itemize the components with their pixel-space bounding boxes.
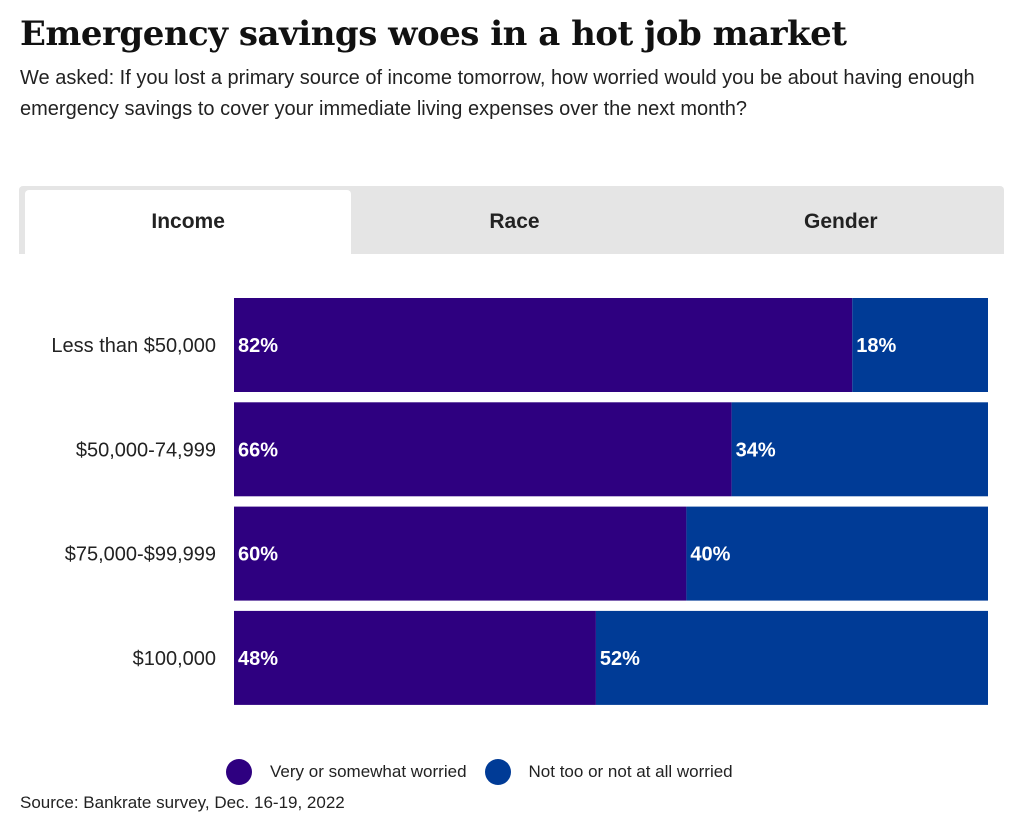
legend-label-not-worried: Not too or not at all worried	[528, 762, 733, 781]
bar-not-too-or-not-at-all-worried-row-3	[686, 506, 988, 601]
data-label-very-or-somewhat-worried-row-2: 66%	[238, 439, 278, 461]
chart-subtitle: We asked: If you lost a primary source o…	[20, 67, 975, 120]
data-label-not-too-or-not-at-all-worried-row-3: 40%	[690, 544, 730, 566]
category-label-row-4: $100,000	[133, 648, 216, 670]
source-note: Source: Bankrate survey, Dec. 16-19, 202…	[20, 793, 345, 812]
legend: Very or somewhat worried Not too or not …	[226, 758, 751, 786]
data-label-not-too-or-not-at-all-worried-row-2: 34%	[736, 439, 776, 461]
legend-item-worried: Very or somewhat worried	[226, 759, 467, 785]
data-label-not-too-or-not-at-all-worried-row-1: 18%	[856, 335, 896, 357]
legend-label-worried: Very or somewhat worried	[270, 762, 467, 781]
bar-very-or-somewhat-worried-row-1	[234, 298, 853, 392]
tab-bar: Income Race Gender	[19, 186, 1004, 254]
bar-very-or-somewhat-worried-row-4	[234, 610, 596, 705]
tab-race[interactable]: Race	[489, 210, 540, 233]
tab-income[interactable]: Income	[25, 190, 352, 254]
bar-not-too-or-not-at-all-worried-row-1	[852, 298, 988, 392]
data-label-very-or-somewhat-worried-row-3: 60%	[238, 544, 278, 566]
category-label-row-3: $75,000-$99,999	[65, 544, 216, 566]
chart-title: Emergency savings woes in a hot job mark…	[20, 14, 847, 54]
data-label-very-or-somewhat-worried-row-1: 82%	[238, 335, 278, 357]
data-label-not-too-or-not-at-all-worried-row-4: 52%	[600, 648, 640, 670]
legend-swatch-not-worried	[484, 759, 511, 785]
bar-not-too-or-not-at-all-worried-row-4	[595, 610, 988, 705]
category-label-row-2: $50,000-74,999	[76, 439, 216, 461]
bar-very-or-somewhat-worried-row-2	[234, 402, 732, 497]
bar-very-or-somewhat-worried-row-3	[234, 506, 687, 601]
category-label-row-1: Less than $50,000	[51, 335, 216, 357]
legend-item-not-worried: Not too or not at all worried	[484, 759, 733, 785]
tab-gender[interactable]: Gender	[804, 210, 878, 233]
bar-not-too-or-not-at-all-worried-row-2	[731, 402, 988, 497]
legend-swatch-worried	[226, 759, 252, 785]
data-label-very-or-somewhat-worried-row-4: 48%	[238, 648, 278, 670]
